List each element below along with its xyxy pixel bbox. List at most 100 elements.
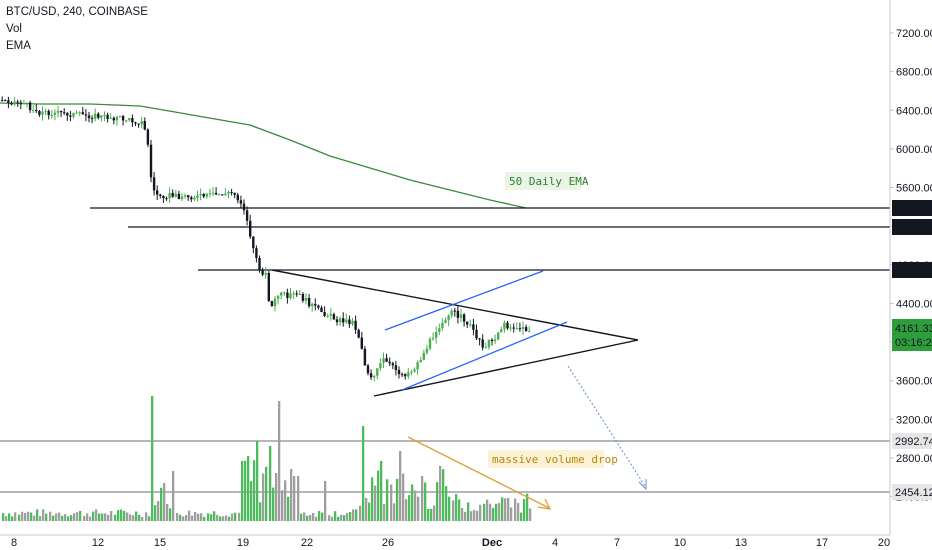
- volume-bar: [157, 501, 160, 521]
- volume-indicator-label[interactable]: Vol: [6, 23, 22, 35]
- volume-bar: [517, 503, 520, 521]
- candle-body: [478, 338, 481, 340]
- volume-bar: [309, 514, 312, 521]
- volume-bar: [126, 512, 129, 521]
- volume-decline-arrow-head: [537, 498, 552, 510]
- volume-bar: [117, 510, 120, 521]
- candle-body: [218, 194, 221, 196]
- volume-bar: [163, 482, 166, 521]
- candle-body: [515, 328, 518, 330]
- candle-body: [357, 329, 360, 338]
- volume-bar: [39, 516, 42, 521]
- symbol-label[interactable]: BTC/USD, 240, COINBASE: [6, 6, 148, 18]
- volume-bar: [393, 503, 396, 521]
- volume-bar: [306, 515, 309, 521]
- candle-body: [261, 270, 264, 275]
- volume-bar: [89, 516, 92, 521]
- candle-body: [143, 121, 146, 130]
- ema-note-text: 50 Daily EMA: [509, 175, 589, 188]
- volume-bar: [442, 469, 445, 521]
- chart-legend: BTC/USD, 240, COINBASE Vol EMA: [6, 4, 148, 55]
- volume-bar: [374, 485, 377, 521]
- candle-body: [459, 314, 463, 318]
- volume-bar: [510, 507, 513, 521]
- candle-body: [320, 307, 323, 313]
- candle-body: [149, 144, 153, 178]
- volume-bar: [123, 511, 126, 521]
- volume-bar: [445, 486, 448, 521]
- volume-bar: [70, 515, 73, 521]
- volume-bar: [380, 461, 383, 521]
- candle-body: [10, 102, 13, 105]
- volume-bar: [83, 515, 86, 521]
- candle-body: [332, 314, 336, 320]
- volume-bar: [461, 508, 464, 521]
- volume-bar: [33, 515, 36, 521]
- candle-body: [258, 258, 261, 271]
- volume-bar: [473, 510, 476, 521]
- volume-bar: [67, 516, 70, 521]
- level-price-tag: [892, 433, 932, 449]
- volume-bar: [377, 470, 380, 521]
- volume-bar: [343, 515, 346, 521]
- candle-body: [298, 294, 301, 296]
- candle-body: [53, 112, 57, 115]
- volume-bar: [492, 507, 495, 521]
- candle-body: [373, 375, 376, 378]
- price-tick-label: 7200.00: [896, 28, 932, 40]
- candle-body: [407, 372, 410, 377]
- ema-indicator-label[interactable]: EMA: [6, 40, 31, 52]
- time-tick-label: 20: [878, 537, 890, 549]
- candle-body: [456, 310, 460, 318]
- volume-bar: [396, 478, 399, 521]
- volume-bar: [464, 511, 467, 521]
- volume-bar: [210, 514, 213, 521]
- volume-bar: [337, 516, 340, 521]
- candle-body: [75, 112, 78, 114]
- candle-body: [224, 193, 227, 196]
- volume-bar: [14, 512, 17, 521]
- volume-bar: [399, 451, 402, 521]
- volume-bar: [467, 502, 470, 521]
- candle-body: [270, 300, 274, 307]
- candle-body: [276, 295, 280, 299]
- volume-bar: [290, 469, 293, 521]
- candle-body: [97, 113, 100, 118]
- volume-bar: [45, 513, 48, 521]
- volume-bar: [489, 503, 492, 521]
- volume-bar: [222, 516, 225, 521]
- volume-decline-arrow-line: [407, 436, 550, 509]
- candle-body: [416, 362, 419, 370]
- volume-bar: [318, 511, 321, 521]
- candle-body: [165, 198, 168, 200]
- volume-bar: [172, 471, 175, 521]
- candle-body: [267, 272, 270, 301]
- candle-body: [500, 329, 503, 333]
- channel-lower-line: [401, 321, 568, 391]
- candle-body: [283, 292, 286, 294]
- candle-body: [273, 298, 277, 307]
- candle-body: [280, 292, 283, 296]
- candle-body: [304, 297, 308, 301]
- volume-bar: [340, 514, 343, 521]
- volume-bar: [331, 516, 334, 521]
- candle-body: [422, 352, 425, 361]
- volume-bar: [421, 476, 424, 521]
- time-tick-label: 19: [237, 537, 249, 549]
- volume-bar: [411, 484, 414, 521]
- candle-body: [472, 324, 475, 330]
- volume-bar: [169, 508, 172, 521]
- time-tick-label: 4: [552, 537, 558, 549]
- volume-bar: [284, 480, 287, 521]
- volume-bar: [194, 512, 197, 521]
- volume-bar: [188, 510, 191, 521]
- volume-bar: [154, 505, 157, 521]
- candle-body: [69, 115, 72, 117]
- candle-body: [481, 339, 484, 348]
- volume-bar: [275, 473, 278, 521]
- candle-body: [425, 348, 429, 353]
- volume-bar: [433, 505, 436, 521]
- candle-body: [410, 371, 413, 373]
- candle-body: [484, 347, 487, 349]
